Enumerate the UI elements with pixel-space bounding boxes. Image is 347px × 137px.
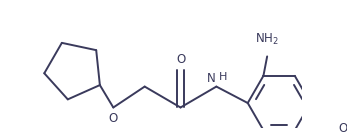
Text: NH$_2$: NH$_2$	[255, 32, 279, 47]
Text: O: O	[176, 53, 185, 66]
Text: H: H	[219, 72, 228, 82]
Text: N: N	[207, 72, 215, 85]
Text: O: O	[109, 112, 118, 125]
Text: O: O	[338, 122, 347, 135]
